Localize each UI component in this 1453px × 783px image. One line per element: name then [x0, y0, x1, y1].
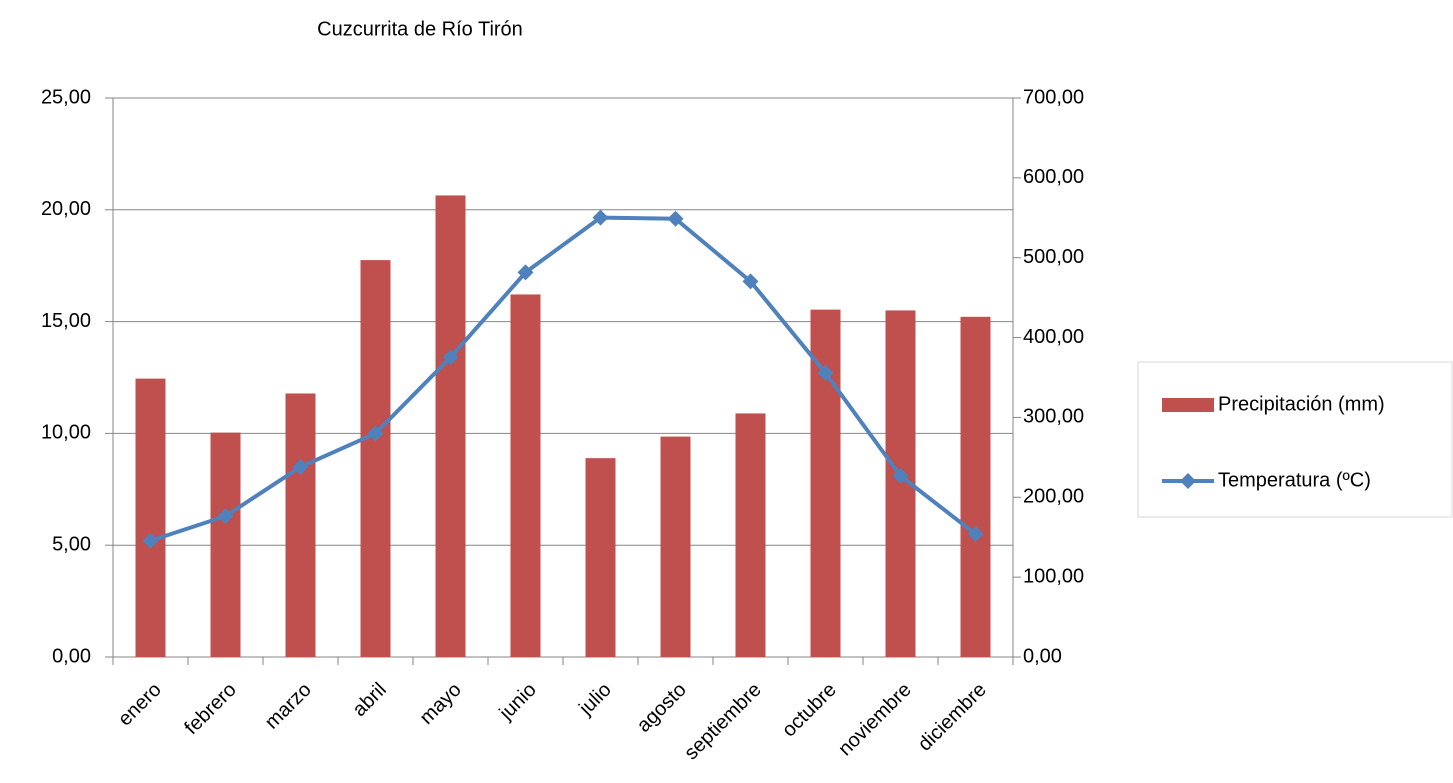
- legend-label: Precipitación (mm): [1218, 393, 1385, 415]
- bar: [360, 260, 391, 657]
- x-tick-label: abril: [348, 679, 390, 721]
- bar: [660, 436, 691, 657]
- chart-title: Cuzcurrita de Río Tirón: [317, 18, 523, 40]
- x-tick-label: julio: [574, 679, 615, 720]
- bar: [960, 316, 991, 657]
- legend-label: Temperatura (ºC): [1218, 469, 1371, 491]
- line-marker: [742, 273, 759, 290]
- y2-tick-label: 200,00: [1023, 486, 1084, 508]
- bar: [510, 294, 541, 657]
- bar: [435, 195, 466, 657]
- x-tick-label: agosto: [633, 679, 691, 737]
- legend-marker: [1180, 473, 1196, 489]
- y-tick-label: 0,00: [52, 645, 91, 667]
- line-marker: [442, 349, 459, 366]
- x-tick-label: diciembre: [914, 679, 991, 756]
- x-tick-label: marzo: [261, 679, 316, 734]
- bar: [135, 378, 166, 657]
- y2-tick-label: 300,00: [1023, 406, 1084, 428]
- line-marker: [967, 526, 984, 543]
- y-tick-label: 20,00: [41, 198, 91, 220]
- line-marker: [592, 209, 609, 226]
- line-marker: [142, 532, 159, 549]
- x-tick-label: junio: [495, 679, 541, 725]
- bar: [210, 432, 241, 657]
- x-tick-label: septiembre: [680, 679, 766, 765]
- y2-tick-label: 100,00: [1023, 565, 1084, 587]
- line-marker: [292, 458, 309, 475]
- line-marker: [892, 467, 909, 484]
- legend-swatch: [1162, 398, 1214, 412]
- legend-box: [1137, 361, 1453, 518]
- bar: [285, 393, 316, 657]
- y2-tick-label: 600,00: [1023, 166, 1084, 188]
- y2-tick-label: 400,00: [1023, 326, 1084, 348]
- x-tick-label: noviembre: [834, 679, 916, 761]
- line: [149, 215, 977, 543]
- y-tick-label: 15,00: [41, 310, 91, 332]
- line-marker: [817, 365, 834, 382]
- x-tick-label: mayo: [416, 679, 466, 729]
- bar: [735, 413, 766, 657]
- line-marker: [217, 508, 234, 525]
- y2-tick-label: 700,00: [1023, 86, 1084, 108]
- x-tick-label: octubre: [778, 679, 841, 742]
- line-marker: [517, 264, 534, 281]
- x-tick-label: enero: [114, 679, 166, 731]
- x-tick-label: febrero: [180, 679, 240, 739]
- line-marker: [367, 425, 384, 442]
- y2-tick-label: 0,00: [1023, 645, 1062, 667]
- y-tick-label: 5,00: [52, 533, 91, 555]
- y2-tick-label: 500,00: [1023, 246, 1084, 268]
- bar: [585, 458, 616, 657]
- y-tick-label: 10,00: [41, 422, 91, 444]
- y-tick-label: 25,00: [41, 86, 91, 108]
- line-marker: [667, 210, 684, 227]
